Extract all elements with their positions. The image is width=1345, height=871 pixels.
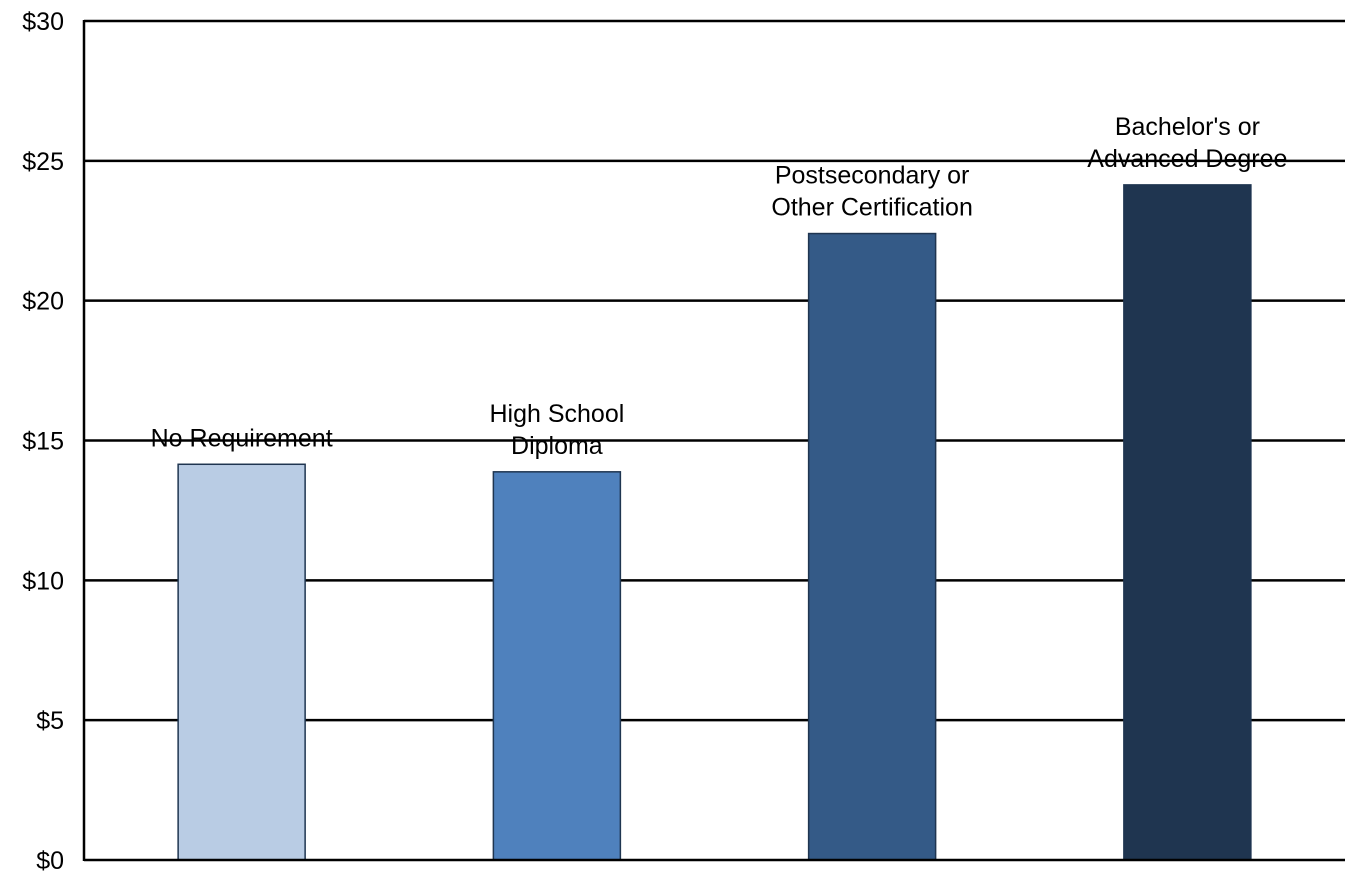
y-tick-label-4: $20	[22, 288, 64, 316]
bar-labels: No Requirement High School Diploma Postseco…	[151, 113, 1288, 460]
bar-label-1-line-1: Diploma	[511, 432, 603, 460]
bar-label-2-line-1: Other Certification	[771, 194, 972, 222]
bar-label-0-line-0: No Requirement	[151, 424, 333, 452]
y-tick-label-2: $10	[22, 567, 64, 595]
bar-1	[492, 471, 622, 861]
y-tick-label-6: $30	[22, 8, 64, 36]
bar-2	[807, 232, 937, 861]
bar-label-1-line-0: High School	[489, 400, 624, 428]
y-tick-label-3: $15	[22, 428, 64, 456]
axes	[82, 20, 1345, 862]
y-tick-label-0: $0	[36, 847, 64, 871]
bars	[177, 184, 1252, 861]
bar-3	[1123, 184, 1252, 861]
bar-label-3-line-0: Bachelor's or	[1115, 113, 1260, 141]
y-tick-label-5: $25	[22, 148, 64, 176]
bar-0	[177, 463, 306, 861]
y-tick-label-1: $5	[36, 707, 64, 735]
bar-label-2-line-0: Postsecondary or	[775, 162, 970, 190]
y-tick-labels: $0 $5 $10 $15 $20 $25 $30	[22, 8, 64, 871]
bar-label-3-line-1: Advanced Degree	[1087, 145, 1287, 173]
